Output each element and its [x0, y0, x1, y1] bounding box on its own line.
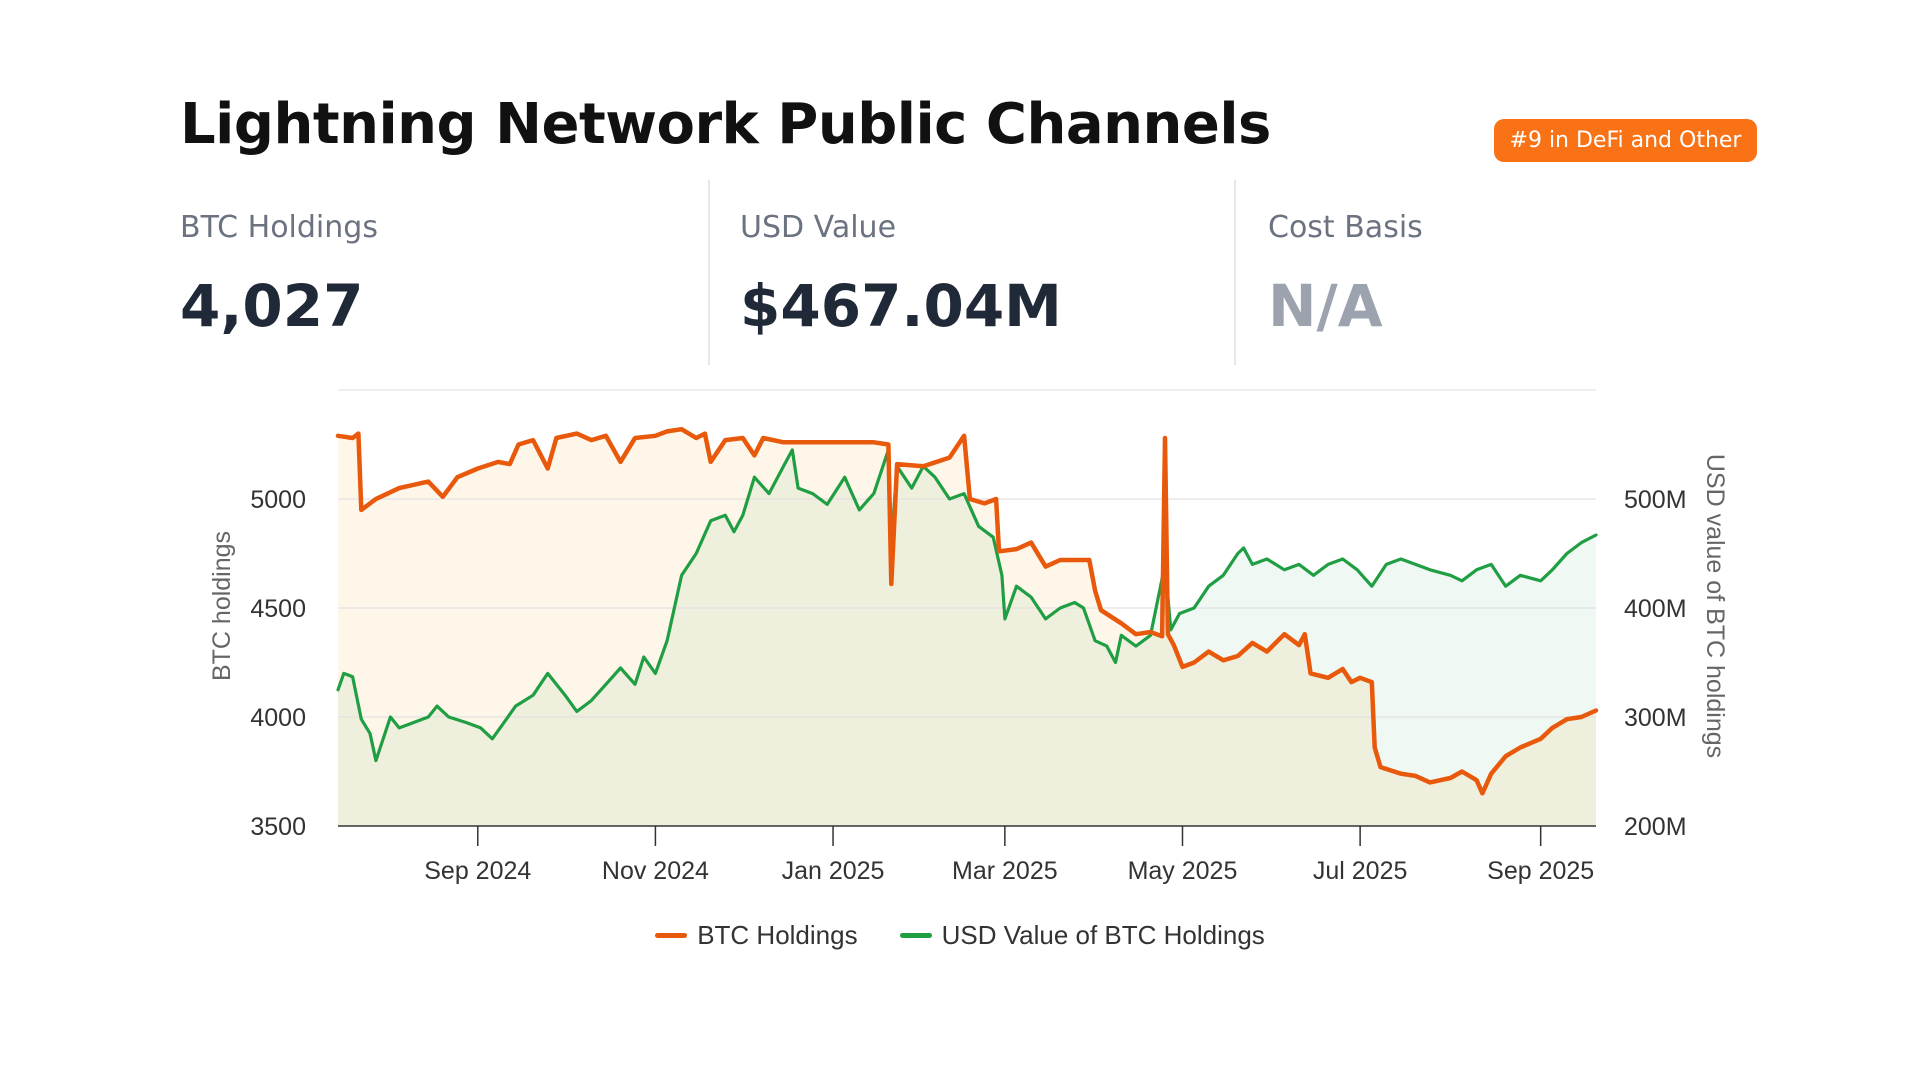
x-tick-label: Mar 2025	[952, 857, 1058, 885]
stat-cost-basis: Cost Basis N/A	[1268, 180, 1748, 365]
y2-tick-label: 400M	[1624, 595, 1687, 623]
x-tick-label: Jan 2025	[782, 857, 885, 885]
legend-swatch-btc	[655, 933, 688, 938]
chart-legend: BTC Holdings USD Value of BTC Holdings	[0, 920, 1920, 951]
x-tick-label: May 2025	[1128, 857, 1238, 885]
y-tick-label: 4500	[250, 595, 306, 623]
stat-value: 4,027	[180, 272, 364, 340]
stat-usd-value: USD Value $467.04M	[740, 180, 1220, 365]
stat-divider	[708, 180, 710, 365]
rank-badge[interactable]: #9 in DeFi and Other	[1494, 119, 1757, 162]
y2-tick-label: 200M	[1624, 813, 1687, 841]
legend-label: USD Value of BTC Holdings	[941, 920, 1265, 950]
usd-area-fill	[338, 449, 1596, 826]
page-title: Lightning Network Public Channels	[180, 92, 1271, 157]
stat-label: Cost Basis	[1268, 210, 1423, 245]
x-tick-label: Nov 2024	[602, 857, 709, 885]
y-tick-label: 4000	[250, 704, 306, 732]
y-tick-label: 3500	[250, 813, 306, 841]
stat-label: USD Value	[740, 210, 897, 245]
y2-axis-title: USD value of BTC holdings	[1701, 454, 1729, 758]
y2-tick-label: 300M	[1624, 704, 1687, 732]
x-tick-label: Sep 2024	[424, 857, 531, 885]
legend-label: BTC Holdings	[697, 920, 858, 950]
y-tick-label: 5000	[250, 486, 306, 514]
legend-item-usd[interactable]: USD Value of BTC Holdings	[899, 920, 1265, 951]
legend-swatch-usd	[899, 933, 932, 938]
stat-value: N/A	[1268, 272, 1383, 340]
x-tick-label: Sep 2025	[1487, 857, 1594, 885]
x-tick-label: Jul 2025	[1313, 857, 1408, 885]
y-axis-title: BTC holdings	[208, 531, 236, 681]
btc-holdings-line[interactable]	[335, 426, 1599, 796]
stat-btc-holdings: BTC Holdings 4,027	[180, 180, 700, 365]
btc-area-fill	[338, 429, 1596, 826]
stat-value: $467.04M	[740, 272, 1062, 340]
usd-value-line[interactable]	[336, 448, 1598, 763]
legend-item-btc[interactable]: BTC Holdings	[655, 920, 858, 951]
y2-tick-label: 500M	[1624, 486, 1687, 514]
stat-label: BTC Holdings	[180, 210, 378, 245]
stat-divider	[1234, 180, 1236, 365]
